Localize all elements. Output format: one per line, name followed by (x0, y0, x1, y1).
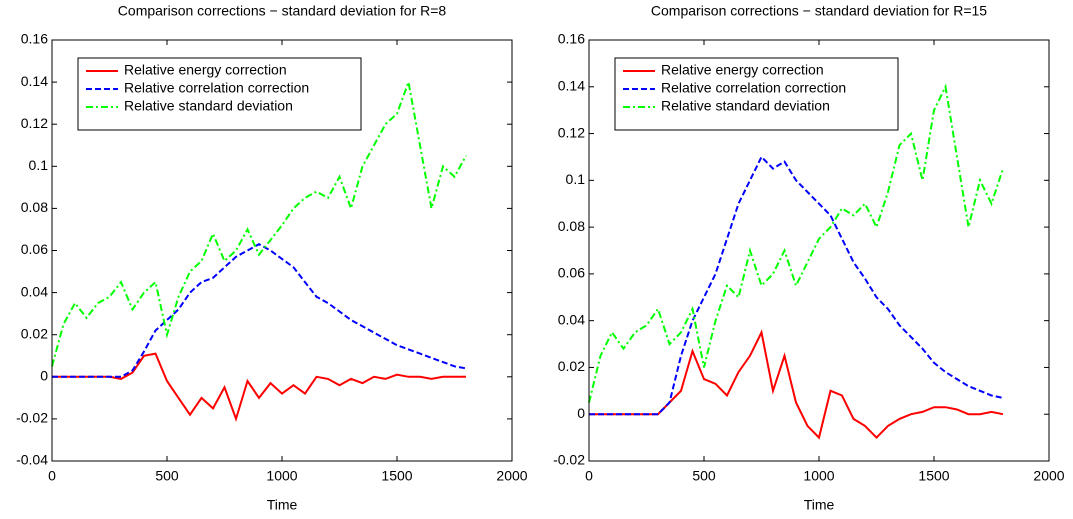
legend-label: Relative standard deviation (661, 98, 830, 114)
y-tick-label: 0.08 (558, 218, 585, 234)
data-line (589, 155, 1004, 416)
y-tick-label: 0.06 (558, 265, 585, 281)
y-tick-label: 0.16 (558, 31, 585, 47)
y-tick-label: 0.12 (21, 115, 48, 131)
legend-label: Relative correlation correction (124, 80, 309, 96)
legend-label: Relative energy correction (124, 62, 287, 78)
legend-label: Relative energy correction (661, 62, 824, 78)
chart-title: Comparison corrections − standard deviat… (651, 3, 987, 19)
x-tick-label: 2000 (496, 468, 527, 484)
x-tick-label: 1000 (266, 468, 297, 484)
x-tick-label: 0 (585, 468, 593, 484)
legend: Relative energy correction Relative corre… (77, 57, 362, 131)
y-tick-label: 0.1 (566, 171, 586, 187)
y-tick-label: 0.08 (21, 199, 48, 215)
y-tick-label: 0.04 (558, 311, 585, 327)
y-tick-label: -0.02 (16, 410, 48, 426)
chart-title: Comparison corrections − standard deviat… (118, 3, 447, 19)
y-tick-label: 0.02 (21, 325, 48, 341)
y-tick-label: -0.04 (16, 452, 48, 468)
x-tick-label: 2000 (1033, 468, 1064, 484)
y-tick-label: 0.04 (21, 283, 48, 299)
axes-box (588, 39, 1050, 462)
y-tick-label: 0.16 (21, 31, 48, 47)
x-tick-label: 500 (155, 468, 179, 484)
legend-label: Relative correlation correction (661, 80, 846, 96)
y-tick-label: 0.06 (21, 241, 48, 257)
x-tick-label: 1500 (918, 468, 949, 484)
y-tick-label: 0.02 (558, 358, 585, 374)
axes-box (51, 39, 513, 462)
legend-box (77, 57, 362, 131)
data-line (52, 243, 467, 378)
x-axis-label: Time (804, 497, 835, 513)
data-line (588, 83, 1004, 403)
data-line (589, 329, 1004, 440)
y-tick-label: 0 (40, 368, 48, 384)
y-tick-label: 0.1 (29, 157, 49, 173)
data-line (51, 78, 467, 367)
x-tick-label: 1000 (803, 468, 834, 484)
y-tick-label: 0.14 (21, 73, 48, 89)
x-tick-label: 0 (48, 468, 56, 484)
y-tick-label: 0 (577, 405, 585, 421)
y-tick-label: 0.12 (558, 124, 585, 140)
chart: Comparison corrections − standard deviat… (16, 3, 528, 513)
y-tick-label: -0.02 (553, 452, 585, 468)
y-tick-label: 0.14 (558, 77, 585, 93)
legend: Relative energy correction Relative corre… (614, 57, 899, 131)
data-line (52, 352, 466, 423)
x-tick-label: 500 (692, 468, 716, 484)
x-tick-label: 1500 (381, 468, 412, 484)
chart: Comparison corrections − standard deviat… (553, 3, 1065, 513)
x-axis-label: Time (267, 497, 298, 513)
legend-box (614, 57, 899, 131)
legend-label: Relative standard deviation (124, 98, 293, 114)
